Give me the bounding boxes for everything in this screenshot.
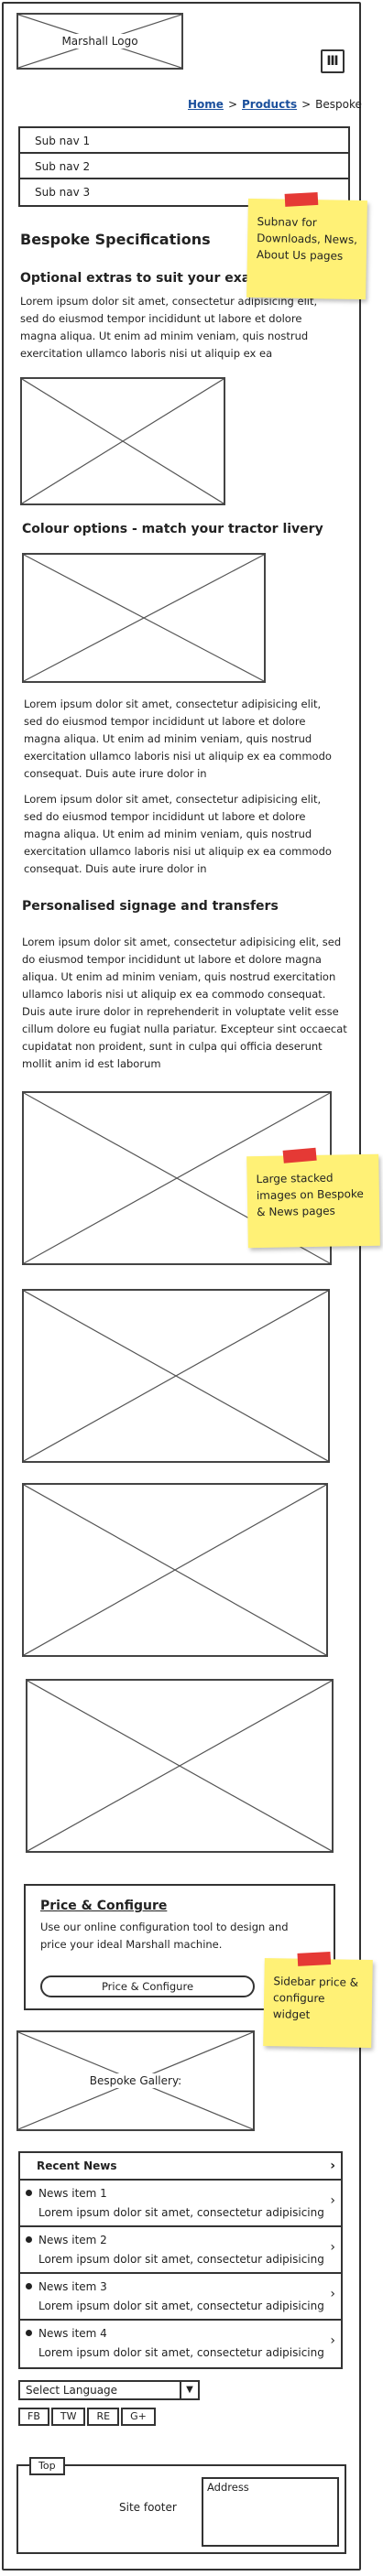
chevron-right-icon: › — [330, 2240, 335, 2255]
hamburger-menu-icon[interactable]: Ⅲ — [321, 49, 345, 73]
gallery-placeholder[interactable]: Bespoke Gallery: — [16, 2030, 255, 2131]
news-item-title: News item 4 — [38, 2327, 107, 2340]
news-item-excerpt: Lorem ipsum dolor sit amet, consectetur … — [38, 2300, 324, 2312]
recent-news-heading[interactable]: Recent News › — [20, 2153, 341, 2181]
news-item[interactable]: News item 1 Lorem ipsum dolor sit amet, … — [20, 2181, 341, 2227]
news-item-title: News item 2 — [38, 2234, 107, 2246]
breadcrumb-current: Bespoke — [315, 98, 362, 111]
section-text-signage: Lorem ipsum dolor sit amet, consectetur … — [22, 936, 347, 1070]
twitter-button[interactable]: TW — [50, 2408, 86, 2426]
section-title-colour: Colour options - match your tractor live… — [22, 522, 323, 536]
footer-label: Site footer — [119, 2501, 177, 2514]
gallery-label: Bespoke Gallery: — [85, 2073, 186, 2088]
subnav-item-3[interactable]: Sub nav 3 — [35, 186, 91, 199]
chevron-right-icon: › — [330, 2193, 335, 2208]
chevron-right-icon: › — [330, 2287, 335, 2301]
section-title-extras: Optional extras to suit your exact — [20, 271, 265, 286]
page-title: Bespoke Specifications — [20, 231, 211, 248]
subnav-item-1[interactable]: Sub nav 1 — [20, 128, 348, 154]
chevron-right-icon: › — [330, 2333, 335, 2348]
stacked-image-4[interactable] — [26, 1679, 334, 1853]
news-item-excerpt: Lorem ipsum dolor sit amet, consectetur … — [38, 2346, 324, 2359]
site-footer: Top Site footer Address — [16, 2457, 346, 2554]
facebook-button[interactable]: FB — [18, 2408, 49, 2426]
price-configure-button[interactable]: Price & Configure — [40, 1975, 255, 1997]
language-select-value: Select Language — [26, 2384, 118, 2397]
news-item[interactable]: News item 2 Lorem ipsum dolor sit amet, … — [20, 2227, 341, 2274]
tape-decoration — [297, 1951, 332, 1966]
logo-label: Marshall Logo — [58, 34, 142, 49]
breadcrumb-separator: > — [301, 98, 312, 111]
tape-decoration — [282, 1147, 317, 1164]
stacked-image-2[interactable] — [22, 1289, 330, 1463]
annotation-note-images: Large stacked images on Bespoke & News p… — [246, 1147, 380, 1249]
page-frame — [2, 2, 361, 2571]
price-configure-widget: Price & Configure Use our online configu… — [24, 1884, 335, 2010]
annotation-note-subnav: Subnav for Downloads, News, About Us pag… — [246, 191, 367, 300]
bullet-icon — [26, 2283, 32, 2289]
breadcrumb: Home > Products > Bespoke — [188, 98, 362, 111]
google-plus-button[interactable]: G+ — [121, 2408, 156, 2426]
recent-news-panel: Recent News › News item 1 Lorem ipsum do… — [18, 2151, 343, 2369]
social-buttons: FB TW RE G+ — [18, 2408, 156, 2426]
subnav: Sub nav 1 Sub nav 2 Sub nav 3 — [18, 126, 350, 207]
bullet-icon — [26, 2190, 32, 2196]
section-text-colour-a: Lorem ipsum dolor sit amet, consectetur … — [24, 698, 332, 780]
logo-placeholder[interactable]: Marshall Logo — [16, 13, 183, 70]
news-item[interactable]: News item 4 Lorem ipsum dolor sit amet, … — [20, 2321, 341, 2367]
tape-decoration — [284, 191, 319, 207]
section-title-signage: Personalised signage and transfers — [22, 899, 279, 914]
breadcrumb-home-link[interactable]: Home — [188, 98, 224, 111]
price-configure-text: Use our online configuration tool to des… — [40, 1921, 289, 1951]
stacked-image-3[interactable] — [22, 1483, 328, 1657]
subnav-item-2[interactable]: Sub nav 2 — [20, 154, 348, 179]
bullet-icon — [26, 2236, 32, 2243]
reddit-button[interactable]: RE — [87, 2408, 120, 2426]
recent-news-title: Recent News — [37, 2159, 117, 2172]
address-label: Address — [207, 2481, 249, 2494]
chevron-right-icon: › — [330, 2159, 335, 2173]
annotation-note-text: Sidebar price & configure widget — [272, 1975, 359, 2021]
chevron-down-icon: ▼ — [180, 2382, 198, 2398]
back-to-top-button[interactable]: Top — [29, 2457, 65, 2475]
news-item[interactable]: News item 3 Lorem ipsum dolor sit amet, … — [20, 2274, 341, 2321]
news-item-excerpt: Lorem ipsum dolor sit amet, consectetur … — [38, 2206, 324, 2219]
breadcrumb-products-link[interactable]: Products — [242, 98, 298, 111]
annotation-note-text: Large stacked images on Bespoke & News p… — [256, 1171, 364, 1219]
bullet-icon — [26, 2330, 32, 2336]
image-placeholder-extras[interactable] — [20, 377, 225, 505]
address-box: Address — [202, 2477, 339, 2547]
annotation-note-sidebar: Sidebar price & configure widget — [263, 1951, 373, 2049]
news-item-title: News item 1 — [38, 2187, 107, 2200]
section-text-colour-b: Lorem ipsum dolor sit amet, consectetur … — [24, 793, 332, 875]
section-text-extras: Lorem ipsum dolor sit amet, consectetur … — [20, 295, 318, 360]
news-item-excerpt: Lorem ipsum dolor sit amet, consectetur … — [38, 2253, 324, 2266]
annotation-note-text: Subnav for Downloads, News, About Us pag… — [256, 215, 358, 263]
news-item-title: News item 3 — [38, 2280, 107, 2293]
price-configure-title: Price & Configure — [40, 1899, 168, 1913]
image-placeholder-colour[interactable] — [22, 553, 266, 683]
language-select[interactable]: Select Language ▼ — [18, 2380, 200, 2400]
breadcrumb-separator: > — [227, 98, 237, 111]
